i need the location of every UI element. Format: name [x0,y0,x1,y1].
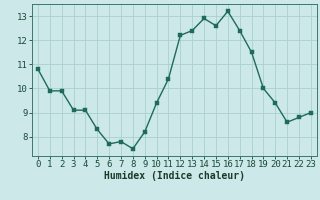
X-axis label: Humidex (Indice chaleur): Humidex (Indice chaleur) [104,171,245,181]
